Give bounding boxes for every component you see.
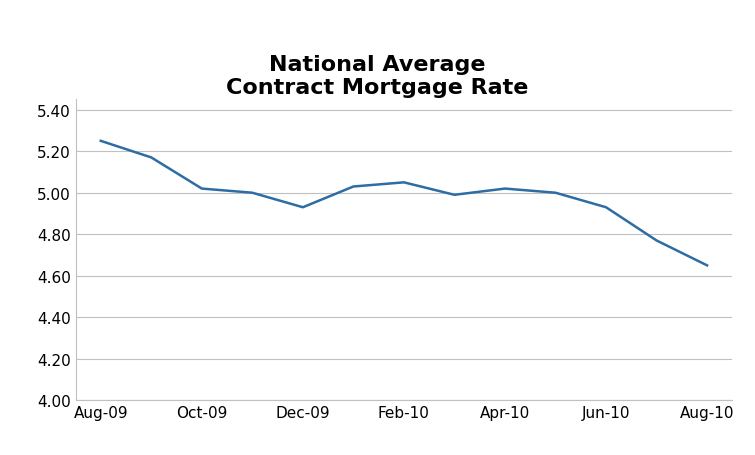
Text: National Average
Contract Mortgage Rate: National Average Contract Mortgage Rate bbox=[226, 55, 528, 98]
